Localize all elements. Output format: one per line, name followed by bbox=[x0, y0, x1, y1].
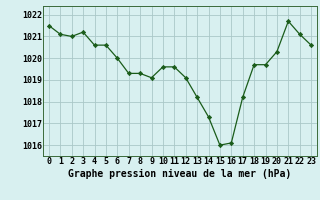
X-axis label: Graphe pression niveau de la mer (hPa): Graphe pression niveau de la mer (hPa) bbox=[68, 169, 292, 179]
